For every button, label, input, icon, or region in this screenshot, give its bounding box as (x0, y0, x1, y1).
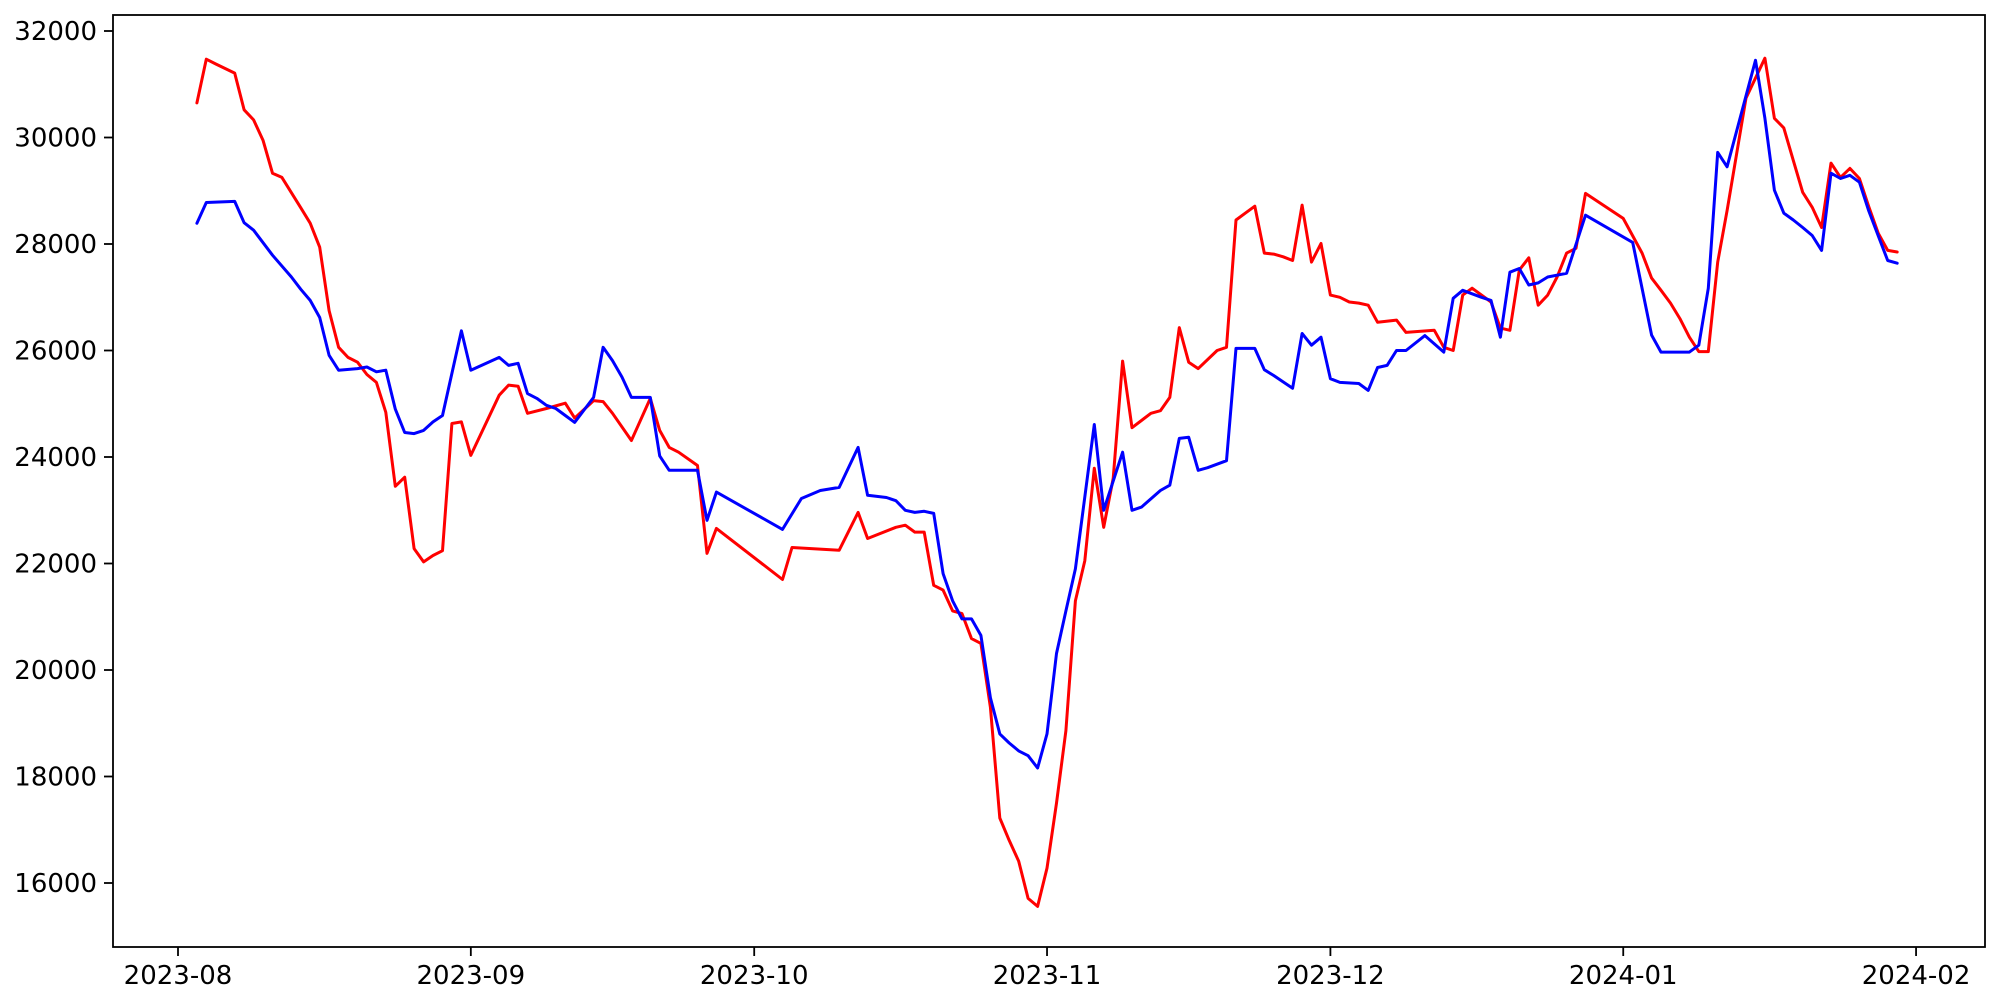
x-axis-tick-label: 2023-10 (700, 961, 809, 991)
series-red-line (195, 56, 1899, 908)
y-axis-tick-label: 28000 (14, 230, 97, 260)
series-blue-line (195, 58, 1899, 770)
y-axis-tick-label: 22000 (14, 550, 97, 580)
x-axis-tick-label: 2023-08 (124, 961, 233, 991)
y-axis-tick-label: 30000 (14, 124, 97, 154)
x-axis-tick-label: 2023-12 (1276, 961, 1385, 991)
y-axis-tick-label: 32000 (14, 17, 97, 47)
plot-border (112, 14, 1986, 948)
x-axis-tick-label: 2023-11 (993, 961, 1102, 991)
y-axis-tick-label: 20000 (14, 656, 97, 686)
y-axis-tick-label: 24000 (14, 443, 97, 473)
x-axis-tick-label: 2023-09 (417, 961, 526, 991)
x-axis-tick-label: 2024-02 (1862, 961, 1971, 991)
y-axis-tick-label: 16000 (14, 869, 97, 899)
y-axis-tick-label: 18000 (14, 763, 97, 793)
x-axis-tick-label: 2024-01 (1569, 961, 1678, 991)
y-axis-tick-label: 26000 (14, 337, 97, 367)
